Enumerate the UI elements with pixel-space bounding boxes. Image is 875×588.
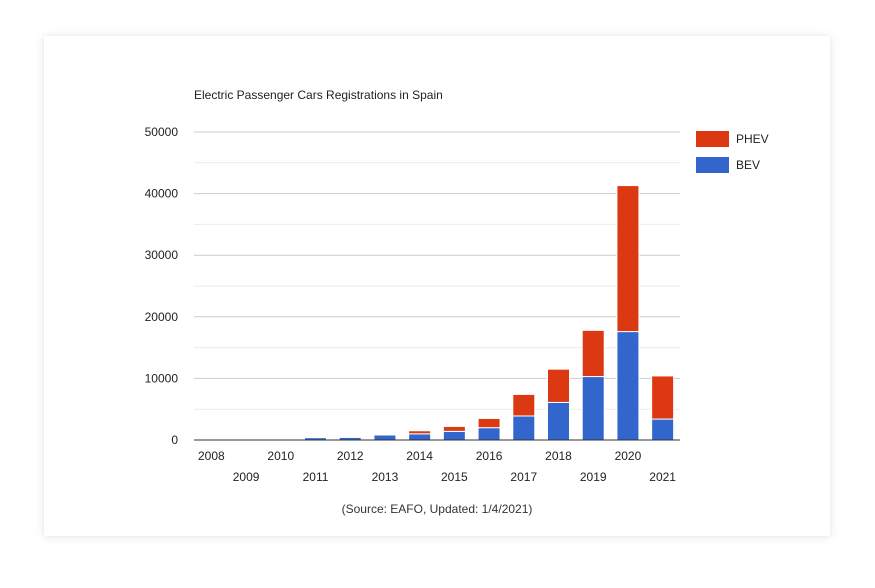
x-tick-label: 2009 xyxy=(233,470,260,484)
x-tick-label: 2015 xyxy=(441,470,468,484)
bar-phev-2017[interactable] xyxy=(512,393,536,417)
y-tick-label: 30000 xyxy=(145,248,179,262)
x-tick-label: 2020 xyxy=(615,449,642,463)
legend-swatch-phev xyxy=(696,131,729,147)
bar-bev-2017[interactable] xyxy=(512,415,536,441)
x-tick-label: 2019 xyxy=(580,470,607,484)
x-tick-label: 2010 xyxy=(267,449,294,463)
legend-swatch-bev xyxy=(696,157,729,173)
bar-phev-2020[interactable] xyxy=(616,185,640,333)
x-tick-label: 2018 xyxy=(545,449,572,463)
legend-label-phev: PHEV xyxy=(736,132,769,146)
bar-bev-2019[interactable] xyxy=(581,376,605,441)
source-note: (Source: EAFO, Updated: 1/4/2021) xyxy=(342,502,533,516)
x-tick-label: 2017 xyxy=(510,470,537,484)
x-tick-label: 2016 xyxy=(476,449,503,463)
bar-phev-2019[interactable] xyxy=(581,329,605,378)
x-tick-label: 2014 xyxy=(406,449,433,463)
bar-phev-2018[interactable] xyxy=(547,368,570,403)
y-tick-label: 50000 xyxy=(145,125,179,139)
bar-bev-2020[interactable] xyxy=(616,331,640,441)
x-tick-label: 2013 xyxy=(372,470,399,484)
x-axis-ticks: 2008 2009 2010 2011 2012 2013 2014 2015 2016 2017… xyxy=(198,449,676,484)
bar-phev-2014[interactable] xyxy=(408,430,432,435)
chart-canvas: Electric Passenger Cars Registrations in… xyxy=(145,88,769,516)
y-tick-label: 0 xyxy=(171,433,178,447)
x-tick-label: 2008 xyxy=(198,449,225,463)
legend: PHEV BEV xyxy=(696,131,769,173)
gridlines xyxy=(194,131,680,441)
chart-title: Electric Passenger Cars Registrations in… xyxy=(194,88,443,102)
bar-bev-2014[interactable] xyxy=(408,433,432,441)
bar-phev-2015[interactable] xyxy=(442,425,466,432)
y-tick-label: 10000 xyxy=(145,371,179,385)
x-tick-label: 2021 xyxy=(649,470,676,484)
bar-bev-2015[interactable] xyxy=(442,430,466,441)
x-tick-label: 2011 xyxy=(303,470,329,484)
bar-phev-2013[interactable] xyxy=(373,433,397,436)
bar-phev-2016[interactable] xyxy=(477,417,501,429)
chart-card: Electric Passenger Cars Registrations in… xyxy=(44,36,830,536)
y-axis-ticks: 0 10000 20000 30000 40000 50000 xyxy=(145,125,179,447)
bars xyxy=(199,185,675,441)
x-tick-label: 2012 xyxy=(337,449,364,463)
y-tick-label: 40000 xyxy=(145,187,179,201)
bar-phev-2021[interactable] xyxy=(651,375,675,420)
bar-bev-2018[interactable] xyxy=(547,401,570,441)
bar-bev-2013[interactable] xyxy=(373,434,397,441)
y-tick-label: 20000 xyxy=(145,310,179,324)
legend-label-bev: BEV xyxy=(736,158,760,172)
bar-bev-2021[interactable] xyxy=(651,418,675,441)
bar-bev-2016[interactable] xyxy=(477,427,501,441)
